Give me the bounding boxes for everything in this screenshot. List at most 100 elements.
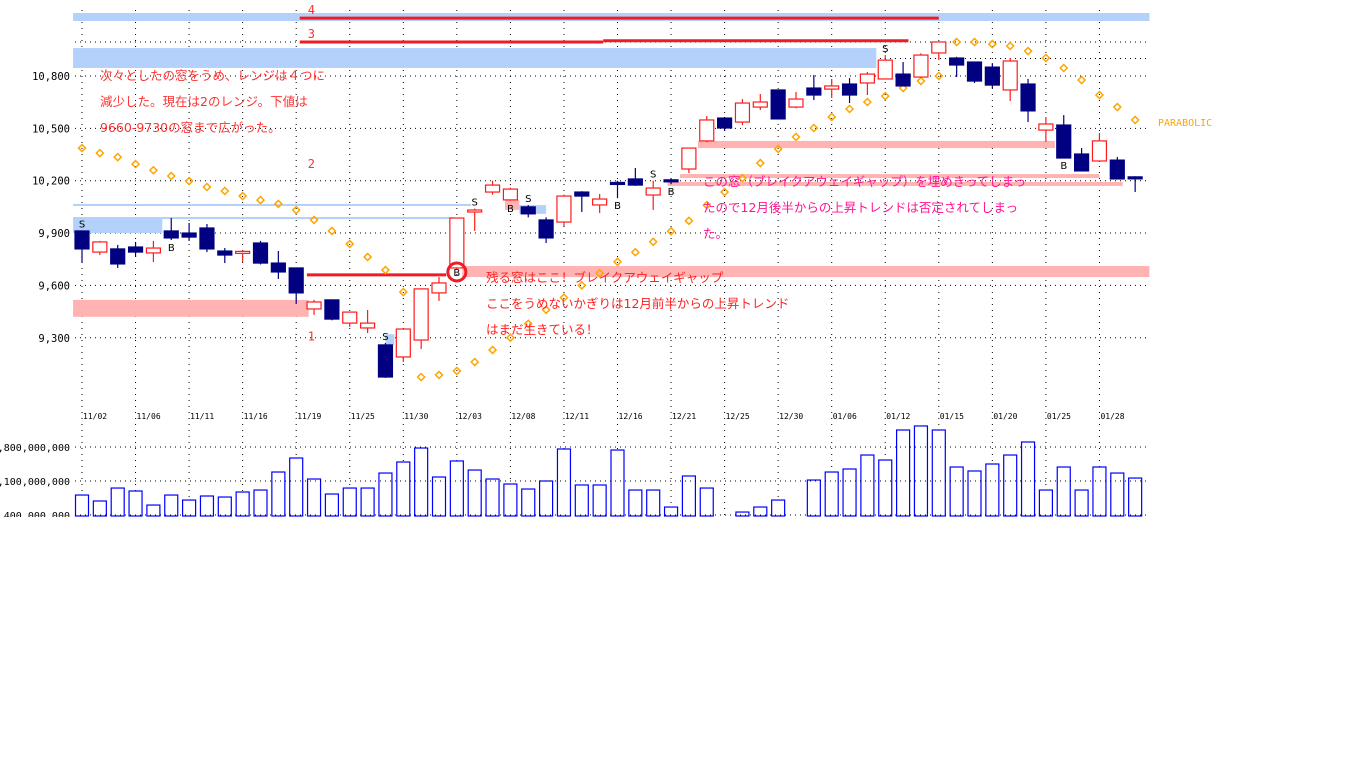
annotation-line: 次々としたの窓をうめ、レンジは４つに: [100, 68, 326, 83]
signal-B: B: [507, 204, 514, 215]
volume-bar: [1074, 489, 1089, 517]
sar-dot: [773, 144, 783, 154]
signal-S: S: [882, 44, 888, 55]
y-tick-label: 9,600: [38, 280, 70, 292]
volume-bar: [771, 499, 786, 517]
y-tick-label: 10,800: [32, 71, 70, 83]
annotation-remaining-gap: 残る窓はここ！ブレイクアウェイギャップ ここをうめないかぎりは12月前半からの上…: [486, 265, 789, 343]
sar-dot: [702, 200, 712, 210]
sar-dot: [345, 239, 355, 249]
sar-dot: [273, 199, 283, 209]
candle-down: [199, 227, 215, 250]
y-tick-label: 10,200: [32, 176, 70, 188]
candle-up: [877, 59, 893, 80]
gap-band-pink: [697, 140, 1055, 149]
y-tick-label: 9,300: [38, 333, 70, 345]
volume-bar: [824, 471, 839, 517]
volume-clip-mask: [0, 517, 1366, 768]
sar-dot: [648, 237, 658, 247]
candle-up: [592, 198, 608, 206]
candle-up: [413, 288, 429, 341]
sar-dot: [113, 152, 123, 162]
candle-down: [324, 299, 340, 320]
sar-dot: [1130, 115, 1140, 125]
sar-dot: [809, 123, 819, 133]
volume-bar: [967, 470, 982, 517]
annotation-line: たので12月後半からの上昇トレンドは否定されてしまっ: [703, 200, 1019, 215]
signal-B: B: [453, 268, 460, 279]
volume-bar: [1003, 454, 1018, 517]
candle-down: [949, 57, 965, 66]
candle-down: [1020, 83, 1036, 112]
sar-dot: [595, 268, 605, 278]
annotation-line: この窓（ブレイクアウェイギャップ）を埋めきってしまっ: [703, 174, 1027, 189]
sar-dot: [220, 186, 230, 196]
volume-bar: [449, 460, 464, 517]
volume-bar: [235, 491, 250, 517]
candle-up: [734, 102, 751, 123]
volume-bar: [895, 429, 911, 517]
candles: [74, 41, 1143, 378]
x-tick-label: 11/25: [351, 412, 375, 421]
volume-bar: [342, 487, 357, 517]
candle-up: [92, 241, 108, 253]
candle-down: [895, 73, 911, 87]
candle-up: [502, 188, 518, 201]
signal-B: B: [168, 243, 175, 254]
x-tick-label: 01/12: [886, 412, 910, 421]
signal-S: S: [650, 170, 656, 181]
range-label: 1: [308, 330, 315, 344]
sar-dot: [434, 370, 444, 380]
sar-dot: [363, 252, 373, 262]
candle-down: [806, 87, 822, 96]
sar-dot: [523, 319, 533, 329]
volume-bar: [306, 478, 322, 517]
sar-dot: [630, 247, 640, 257]
x-tick-label: 11/06: [137, 412, 161, 421]
candle-down: [270, 262, 286, 273]
volume-bar: [396, 461, 411, 517]
candle-down: [520, 206, 536, 215]
gap-band-pink: [462, 266, 1150, 278]
x-tick-label: 12/21: [672, 412, 696, 421]
volume-bar: [92, 500, 107, 517]
volume-bar: [503, 483, 518, 517]
volume-tick-label: 1,800,000,000: [0, 443, 70, 454]
sar-dot: [1059, 63, 1069, 73]
x-tick-label: 11/16: [244, 412, 268, 421]
sar-dot: [416, 372, 426, 382]
candle-up: [645, 187, 661, 196]
annotation-range-note: 次々としたの窓をうめ、レンジは４つに 減少した。現在は2のレンジ。下値は 966…: [100, 63, 325, 141]
candle-up: [342, 311, 358, 324]
sar-dot: [95, 148, 105, 158]
x-tick-label: 11/02: [83, 412, 107, 421]
range-label: 2: [308, 157, 315, 171]
volume-bar: [378, 472, 393, 517]
candle-up: [859, 73, 876, 84]
volume-bar: [271, 471, 286, 517]
sar-dot: [1041, 53, 1051, 63]
range-label: 4: [308, 3, 315, 17]
signal-S: S: [525, 194, 531, 205]
sar-dot: [398, 287, 408, 297]
x-tick-label: 01/25: [1047, 412, 1071, 421]
candle-down: [574, 191, 590, 197]
sar-dot: [844, 104, 855, 114]
volume-bar: [360, 487, 375, 517]
sar-dot: [791, 132, 801, 142]
volume-bar: [556, 448, 572, 517]
parabolic-sar: PARABOLIC: [77, 37, 1212, 382]
volume-bar: [128, 490, 143, 517]
sar-dot: [470, 357, 480, 367]
sar-dot: [720, 187, 730, 197]
gap-band-pink: [667, 181, 1123, 186]
annotation-line: た。: [703, 226, 729, 241]
volume-bar: [1110, 472, 1125, 517]
candle-up: [1091, 140, 1108, 162]
x-tick-label: 11/11: [190, 412, 214, 421]
volume-bar: [164, 494, 179, 517]
candle-down: [181, 232, 197, 238]
volume-bar: [663, 506, 679, 517]
volume-bar: [1128, 477, 1143, 517]
